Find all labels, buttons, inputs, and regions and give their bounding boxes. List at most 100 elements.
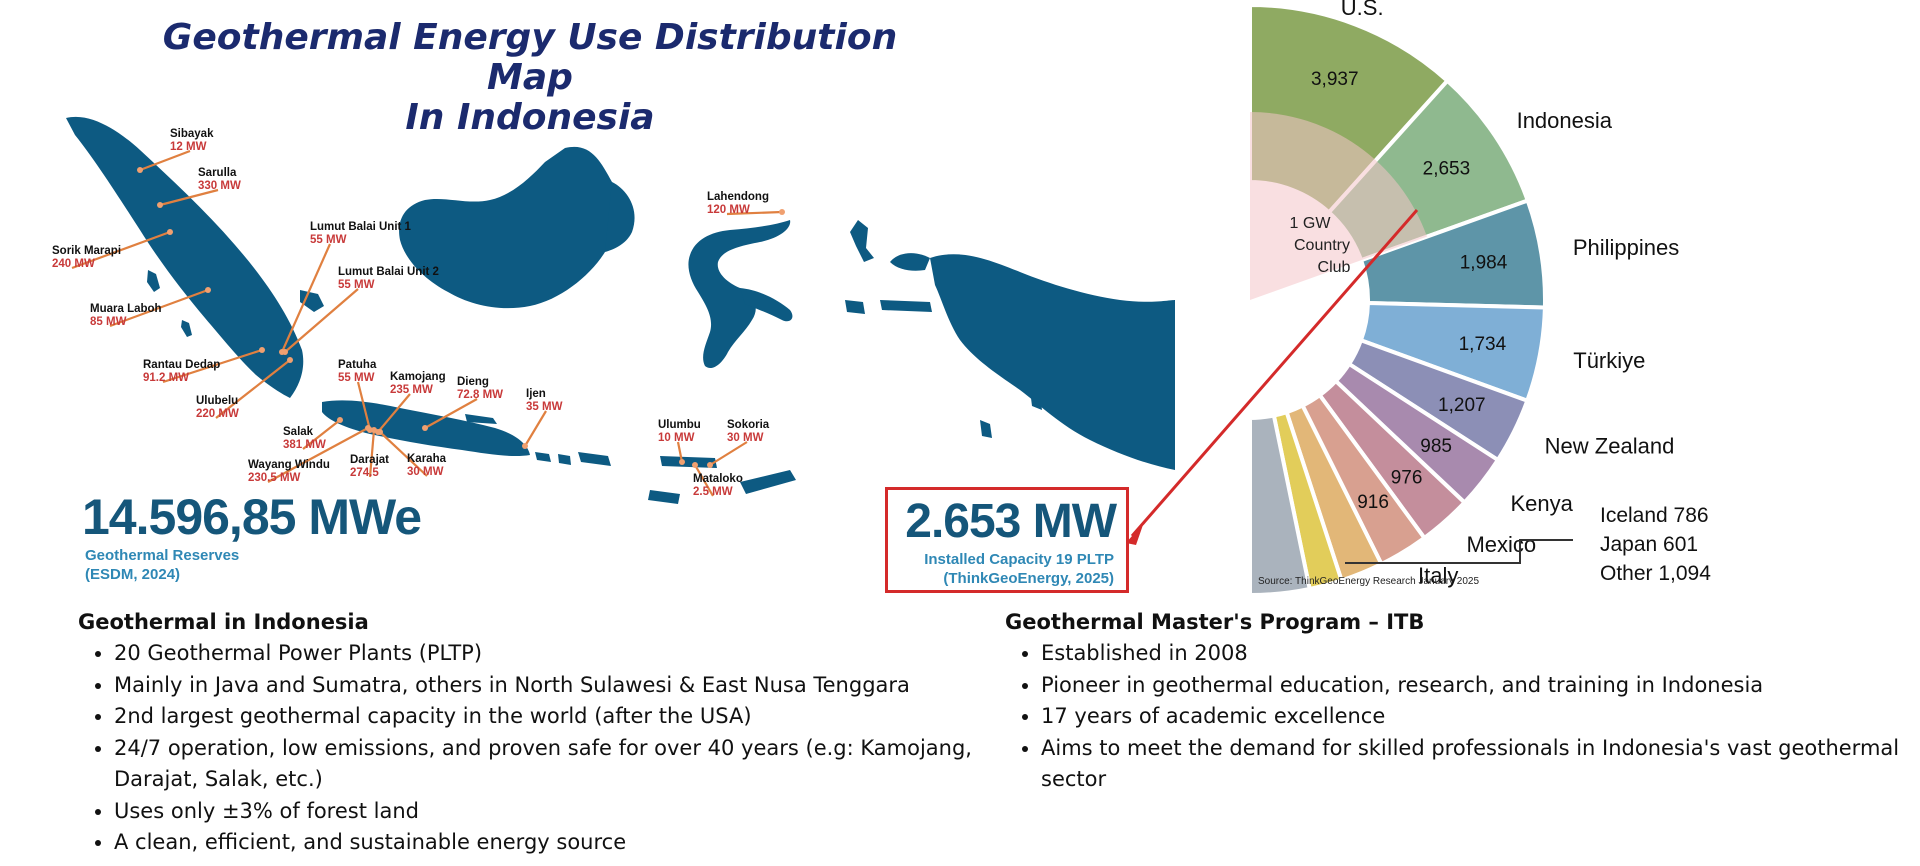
map-plant-name: Lumut Balai Unit 1 [310, 221, 412, 233]
map-plant-name: Ulubelu [196, 395, 238, 407]
map-plant-name: Sorik Marapi [52, 245, 121, 257]
reserves-value: 14.596,85 MWe [82, 489, 422, 545]
map-plant-name: Salak [283, 426, 314, 438]
chart-country-label: Türkiye [1573, 348, 1645, 373]
chart-country-label: Philippines [1573, 235, 1679, 260]
map-plant-capacity: 91.2 MW [143, 372, 189, 384]
reserves-caption: Geothermal Reserves (ESDM, 2024) [85, 546, 239, 584]
left-section-list-item: 2nd largest geothermal capacity in the w… [114, 701, 998, 733]
map-plant-name: Lumut Balai Unit 2 [338, 266, 439, 278]
side-label-bracket [1345, 539, 1573, 564]
chart-slice [1248, 413, 1313, 598]
map-plant-capacity: 274.5 [350, 467, 379, 479]
left-section-list-item: 20 Geothermal Power Plants (PLTP) [114, 638, 998, 670]
map-leader-line [377, 393, 411, 433]
map-plant-point [282, 349, 288, 355]
map-leader-line [368, 429, 376, 478]
map-island-bali [535, 452, 551, 462]
map-leader-line [524, 410, 547, 447]
side-label: Iceland 786 [1600, 504, 1709, 527]
map-plant-point [137, 167, 143, 173]
map-plant-capacity: 2.5 MW [693, 486, 733, 498]
map-plant-name: Sarulla [198, 167, 237, 179]
map-plant-point [157, 202, 163, 208]
chart-country-label: U.S. [1341, 0, 1384, 20]
page-title: Geothermal Energy Use Distribution Map I… [150, 18, 910, 138]
map-plant-capacity: 55 MW [310, 234, 347, 246]
map-island-sulawesi-arm [740, 288, 793, 322]
map-plant-name: Wayang Windu [248, 459, 330, 471]
map-island-birdhead [890, 253, 930, 271]
map-plant-capacity: 120 MW [707, 204, 750, 216]
map-plant-name: Ulumbu [658, 419, 701, 431]
map-leader-line [726, 210, 783, 216]
map-plant-name: Muara Laboh [90, 303, 162, 315]
map-island-buru [845, 300, 865, 314]
map-leader-line [162, 348, 263, 384]
map-island-tanimbar [980, 420, 992, 438]
chart-country-label: Kenya [1510, 491, 1573, 516]
map-island-halmahera [850, 220, 874, 262]
side-label: Japan 601 [1600, 533, 1698, 556]
chart-source: Source: ThinkGeoEnergy Research January … [1258, 576, 1479, 587]
map-leader-line [109, 288, 209, 328]
map-plant-capacity: 35 MW [526, 401, 563, 413]
map-plant-name: Patuha [338, 359, 377, 371]
map-leader-line [71, 230, 171, 270]
chart-country-label: Italy [1418, 563, 1458, 588]
indonesia-pointer-arrow [1130, 209, 1419, 537]
map-leader-line [709, 441, 748, 466]
chart-country-label: Mexico [1466, 532, 1536, 557]
map-leader-line [356, 381, 372, 431]
map-plant-point [779, 209, 785, 215]
side-label: Other 1,094 [1600, 562, 1711, 585]
map-plant-name: Sokoria [727, 419, 770, 431]
map-leader-line [676, 441, 684, 463]
right-section-list-item: Pioneer in geothermal education, researc… [1041, 670, 1905, 702]
left-section-list-item: 24/7 operation, low emissions, and prove… [114, 733, 998, 796]
chart-value-label: 1,734 [1459, 334, 1507, 355]
map-plant-point [259, 347, 265, 353]
map-plant-point [167, 229, 173, 235]
map-leader-line [159, 188, 219, 207]
right-section-list-item: 17 years of academic excellence [1041, 701, 1905, 733]
map-island-madura [465, 414, 497, 424]
chart-value-label: 2,653 [1423, 158, 1471, 179]
map-leader-line [424, 398, 478, 429]
map-leader-line [379, 431, 428, 477]
chart-value-label: 1,984 [1460, 253, 1508, 274]
installed-capacity-box: 2.653 MW Installed Capacity 19 PLTP (Thi… [885, 487, 1129, 593]
map-plant-point [287, 357, 293, 363]
right-section-list-item: Established in 2008 [1041, 638, 1905, 670]
map-plant-capacity: 12 MW [170, 141, 207, 153]
capacity-caption-line-2: (ThinkGeoEnergy, 2025) [943, 570, 1114, 587]
right-section-list: Established in 2008Pioneer in geothermal… [1005, 638, 1905, 796]
map-plant-name: Sibayak [170, 128, 214, 140]
map-island-sumatra [66, 116, 304, 398]
map-plant-name: Rantau Dedap [143, 359, 220, 371]
left-section-list: 20 Geothermal Power Plants (PLTP)Mainly … [78, 638, 998, 859]
map-plant-name: Karaha [407, 453, 447, 465]
map-island-flores [660, 456, 717, 468]
title-line-1: Geothermal Energy Use Distribution Map [162, 17, 898, 98]
map-plant-capacity: 240 MW [52, 258, 95, 270]
map-island-borneo-north [605, 182, 635, 252]
map-island-sumba [648, 490, 680, 504]
left-section-list-item: Mainly in Java and Sumatra, others in No… [114, 670, 998, 702]
chart-value-label: 985 [1420, 436, 1452, 457]
map-leader-line [694, 464, 714, 497]
map-plant-name: Dieng [457, 376, 489, 388]
map-island-mentawai [181, 320, 192, 337]
map-plant-capacity: 330 MW [198, 180, 241, 192]
map-plant-capacity: 85 MW [90, 316, 127, 328]
map-plant-name: Darajat [350, 454, 389, 466]
chart-value-label: 976 [1391, 467, 1423, 488]
map-island-papua [930, 254, 1175, 470]
left-section-list-item: Uses only ±3% of forest land [114, 796, 998, 828]
map-plant-capacity: 30 MW [727, 432, 764, 444]
one-gw-club-highlight [1250, 112, 1427, 300]
right-section-list-item: Aims to meet the demand for skilled prof… [1041, 733, 1905, 796]
map-island-sulawesi [688, 220, 791, 369]
